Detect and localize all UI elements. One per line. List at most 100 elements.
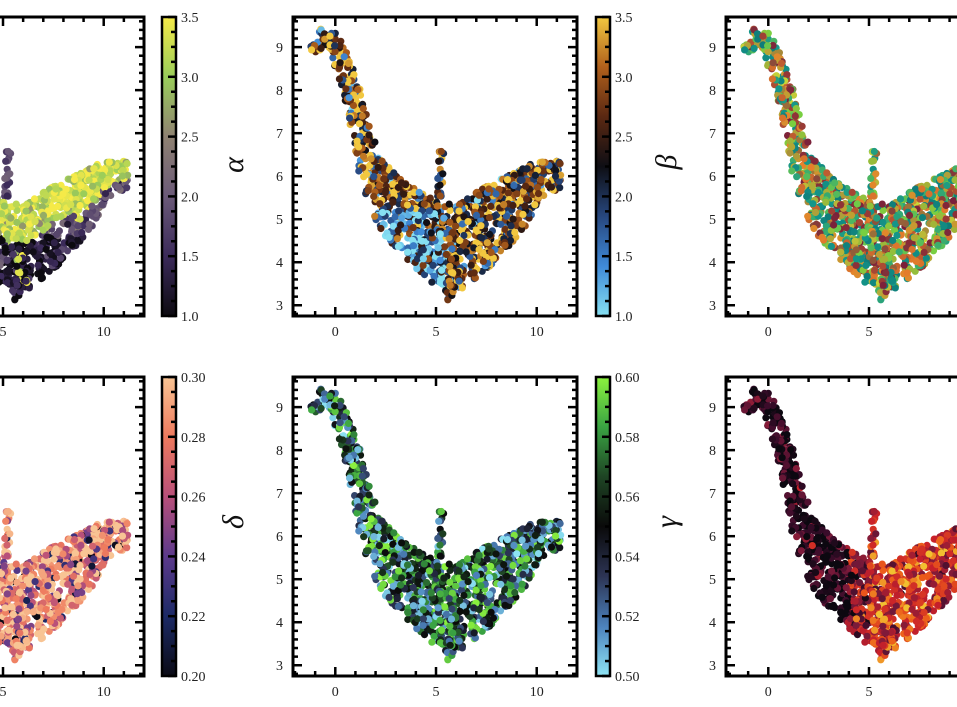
scatter-point (354, 86, 362, 94)
x-tick-label: 5 (866, 325, 873, 340)
scatter-point (436, 256, 444, 264)
scatter-point (419, 246, 427, 254)
scatter-point (447, 255, 456, 263)
scatter-point (778, 94, 786, 102)
scatter-point (823, 169, 831, 177)
scatter-point (787, 86, 795, 94)
scatter-point (800, 155, 808, 163)
scatter-point (534, 190, 543, 198)
scatter-point (782, 101, 791, 110)
scatter-point (879, 262, 887, 270)
scatter-point (895, 248, 903, 256)
scatter-point (31, 218, 39, 226)
scatter-point (880, 255, 889, 263)
scatter-point (336, 41, 344, 50)
scatter-point (797, 187, 805, 195)
scatter-point (27, 231, 35, 240)
colorbar-tick-label: 2.5 (181, 131, 199, 146)
scatter-point (846, 265, 854, 273)
scatter-point (851, 237, 859, 245)
scatter-point (908, 191, 916, 199)
scatter-point (862, 261, 870, 269)
scatter-point (485, 214, 494, 222)
scatter-point (446, 262, 454, 270)
scatter-point (818, 233, 826, 241)
scatter-point (23, 236, 31, 245)
scatter-points (0, 147, 132, 304)
scatter-point (888, 207, 896, 215)
scatter-point (3, 192, 11, 200)
colorbar-tick-label: 1.5 (181, 250, 199, 265)
scatter-point (827, 242, 836, 250)
scatter-point (438, 266, 446, 274)
x-tick-label: 5 (0, 325, 7, 340)
scatter-point (411, 204, 420, 213)
x-tick-label: 10 (530, 325, 544, 340)
scatter-point (769, 41, 777, 50)
scatter-point (355, 143, 363, 151)
scatter-point (813, 175, 821, 183)
scatter-point (80, 190, 88, 198)
scatter-point (879, 206, 887, 214)
scatter-point (920, 202, 928, 210)
scatter-point (0, 202, 8, 210)
scatter-point (436, 181, 444, 189)
scatter-point (803, 173, 811, 181)
scatter-point (935, 212, 944, 220)
scatter-point (331, 48, 339, 56)
scatter-point (472, 226, 480, 234)
x-tick-label: 0 (332, 325, 339, 340)
scatter-point (448, 245, 456, 253)
scatter-point (414, 255, 422, 263)
scatter-point (911, 267, 919, 275)
scatter-point (27, 213, 35, 221)
scatter-point (394, 226, 402, 234)
scatter-point (430, 272, 438, 280)
scatter-point (452, 222, 460, 230)
scatter-point (335, 75, 343, 83)
scatter-point (792, 152, 801, 160)
scatter-point (1, 244, 9, 252)
scatter-point (437, 235, 445, 243)
scatter-point (448, 229, 456, 237)
scatter-point (77, 181, 85, 190)
scatter-point (842, 224, 850, 232)
colorbar-tick-label: 2.0 (615, 190, 633, 205)
scatter-point (345, 94, 353, 102)
scatter-point (34, 261, 42, 269)
scatter-point (454, 268, 462, 276)
scatter-point (492, 190, 500, 198)
scatter-point (866, 202, 874, 210)
scatter-point (856, 219, 864, 227)
scatter-point (897, 218, 905, 226)
scatter-point (910, 222, 918, 230)
scatter-point (105, 158, 113, 166)
scatter-point (521, 202, 529, 210)
scatter-point (487, 248, 495, 256)
scatter-point (415, 188, 423, 196)
scatter-point (73, 596, 82, 605)
scatter-point (57, 541, 65, 550)
scatter-point (8, 243, 16, 251)
scatter-point (891, 220, 900, 228)
scatter-point (879, 218, 887, 226)
scatter-point (479, 257, 487, 265)
colorbar-tick-label: 3.0 (181, 71, 199, 86)
scatter-point (501, 225, 509, 233)
scatter-point (2, 157, 10, 165)
scatter-points (0, 507, 132, 664)
scatter-point (912, 257, 921, 265)
scatter-point (370, 192, 378, 200)
scatter-point (434, 174, 442, 182)
scatter-point (810, 224, 818, 233)
scatter-point (90, 195, 98, 203)
y-tick-label: 7 (276, 127, 283, 142)
scatter-point (502, 212, 511, 220)
scatter-point (85, 220, 93, 228)
scatter-point (467, 261, 475, 269)
y-tick-label: 5 (276, 213, 283, 228)
scatter-point (45, 267, 53, 275)
scatter-point (773, 53, 781, 61)
scatter-point (483, 195, 491, 203)
scatter-point (67, 201, 75, 209)
